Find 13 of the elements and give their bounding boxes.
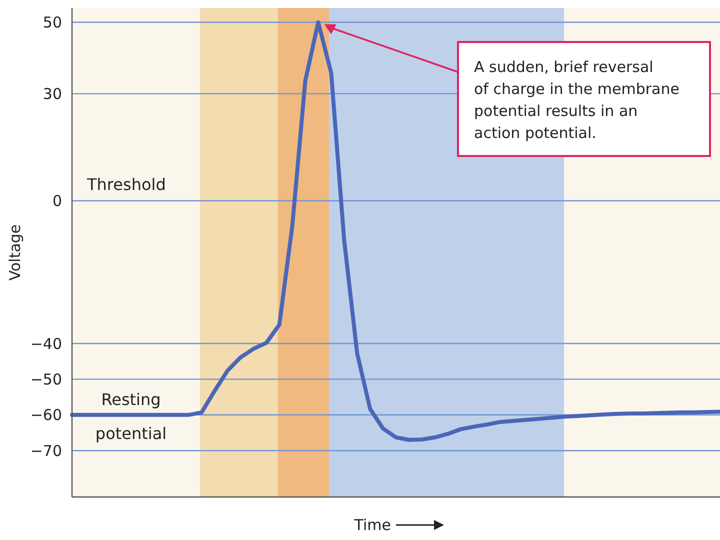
y-tick-label: −50	[30, 370, 62, 388]
annotation: Threshold	[86, 175, 166, 194]
y-tick-label: −40	[30, 334, 62, 353]
y-tick-label: 30	[42, 84, 62, 103]
x-axis-title: Time	[353, 516, 391, 534]
annotation: A sudden, brief reversal of charge in the membrane potential results in an action potential.	[474, 58, 680, 142]
y-tick-label: −70	[30, 442, 62, 460]
y-tick-label: −60	[30, 406, 62, 424]
y-tick-label: 0	[52, 192, 62, 210]
y-axis-title: Voltage	[6, 224, 24, 281]
y-tick-label: 50	[42, 14, 62, 32]
line-series	[70, 20, 720, 442]
annotation: Resting potential	[95, 390, 167, 443]
